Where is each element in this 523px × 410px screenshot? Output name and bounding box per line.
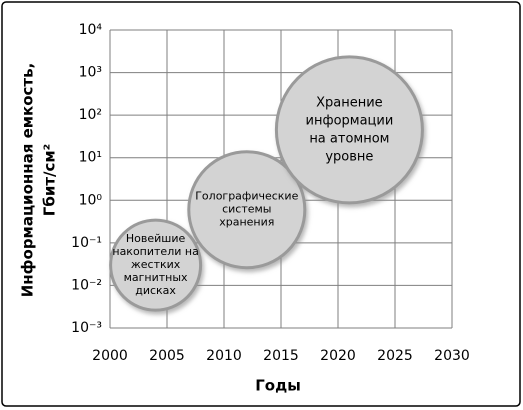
y-tick-label: 10⁻¹ bbox=[71, 235, 102, 251]
bubble bbox=[187, 150, 307, 270]
bubble-label: накопители на bbox=[112, 245, 198, 258]
y-tick-label: 10¹ bbox=[79, 150, 102, 166]
x-tick-label: 2015 bbox=[263, 348, 299, 364]
y-tick-label: 10⁻³ bbox=[71, 320, 102, 336]
y-tick-label: 10² bbox=[79, 107, 102, 123]
bubble-label: хранения bbox=[219, 216, 274, 229]
y-axis-title: Информационная емкость, bbox=[19, 63, 37, 298]
bubble-label: Хранение bbox=[316, 95, 383, 110]
bubble-label: магнитных bbox=[124, 271, 188, 284]
x-tick-label: 2020 bbox=[320, 348, 356, 364]
bubble-label: жестких bbox=[131, 258, 181, 271]
bubble-label: дисках bbox=[135, 284, 176, 297]
y-tick-label: 10⁰ bbox=[79, 192, 103, 208]
bubble-label: Голографические bbox=[195, 190, 298, 203]
bubble bbox=[274, 55, 424, 205]
bubble bbox=[109, 218, 203, 312]
x-axis-title: Годы bbox=[255, 377, 301, 395]
x-tick-label: 2005 bbox=[149, 348, 185, 364]
y-tick-label: 10³ bbox=[79, 65, 102, 81]
y-tick-label: 10⁻² bbox=[71, 277, 102, 293]
y-axis-title: Гбит/см² bbox=[41, 144, 59, 216]
x-tick-label: 2010 bbox=[206, 348, 242, 364]
bubble-label: системы bbox=[222, 203, 271, 216]
y-tick-label: 10⁴ bbox=[79, 22, 103, 38]
bubble-label: уровне bbox=[325, 149, 373, 164]
x-tick-label: 2000 bbox=[92, 348, 128, 364]
bubble-label: Новейшие bbox=[126, 232, 186, 245]
x-tick-label: 2030 bbox=[434, 348, 470, 364]
bubble-label: информации bbox=[306, 113, 394, 128]
bubble-label: на атомном bbox=[309, 131, 389, 146]
x-tick-label: 2025 bbox=[377, 348, 413, 364]
